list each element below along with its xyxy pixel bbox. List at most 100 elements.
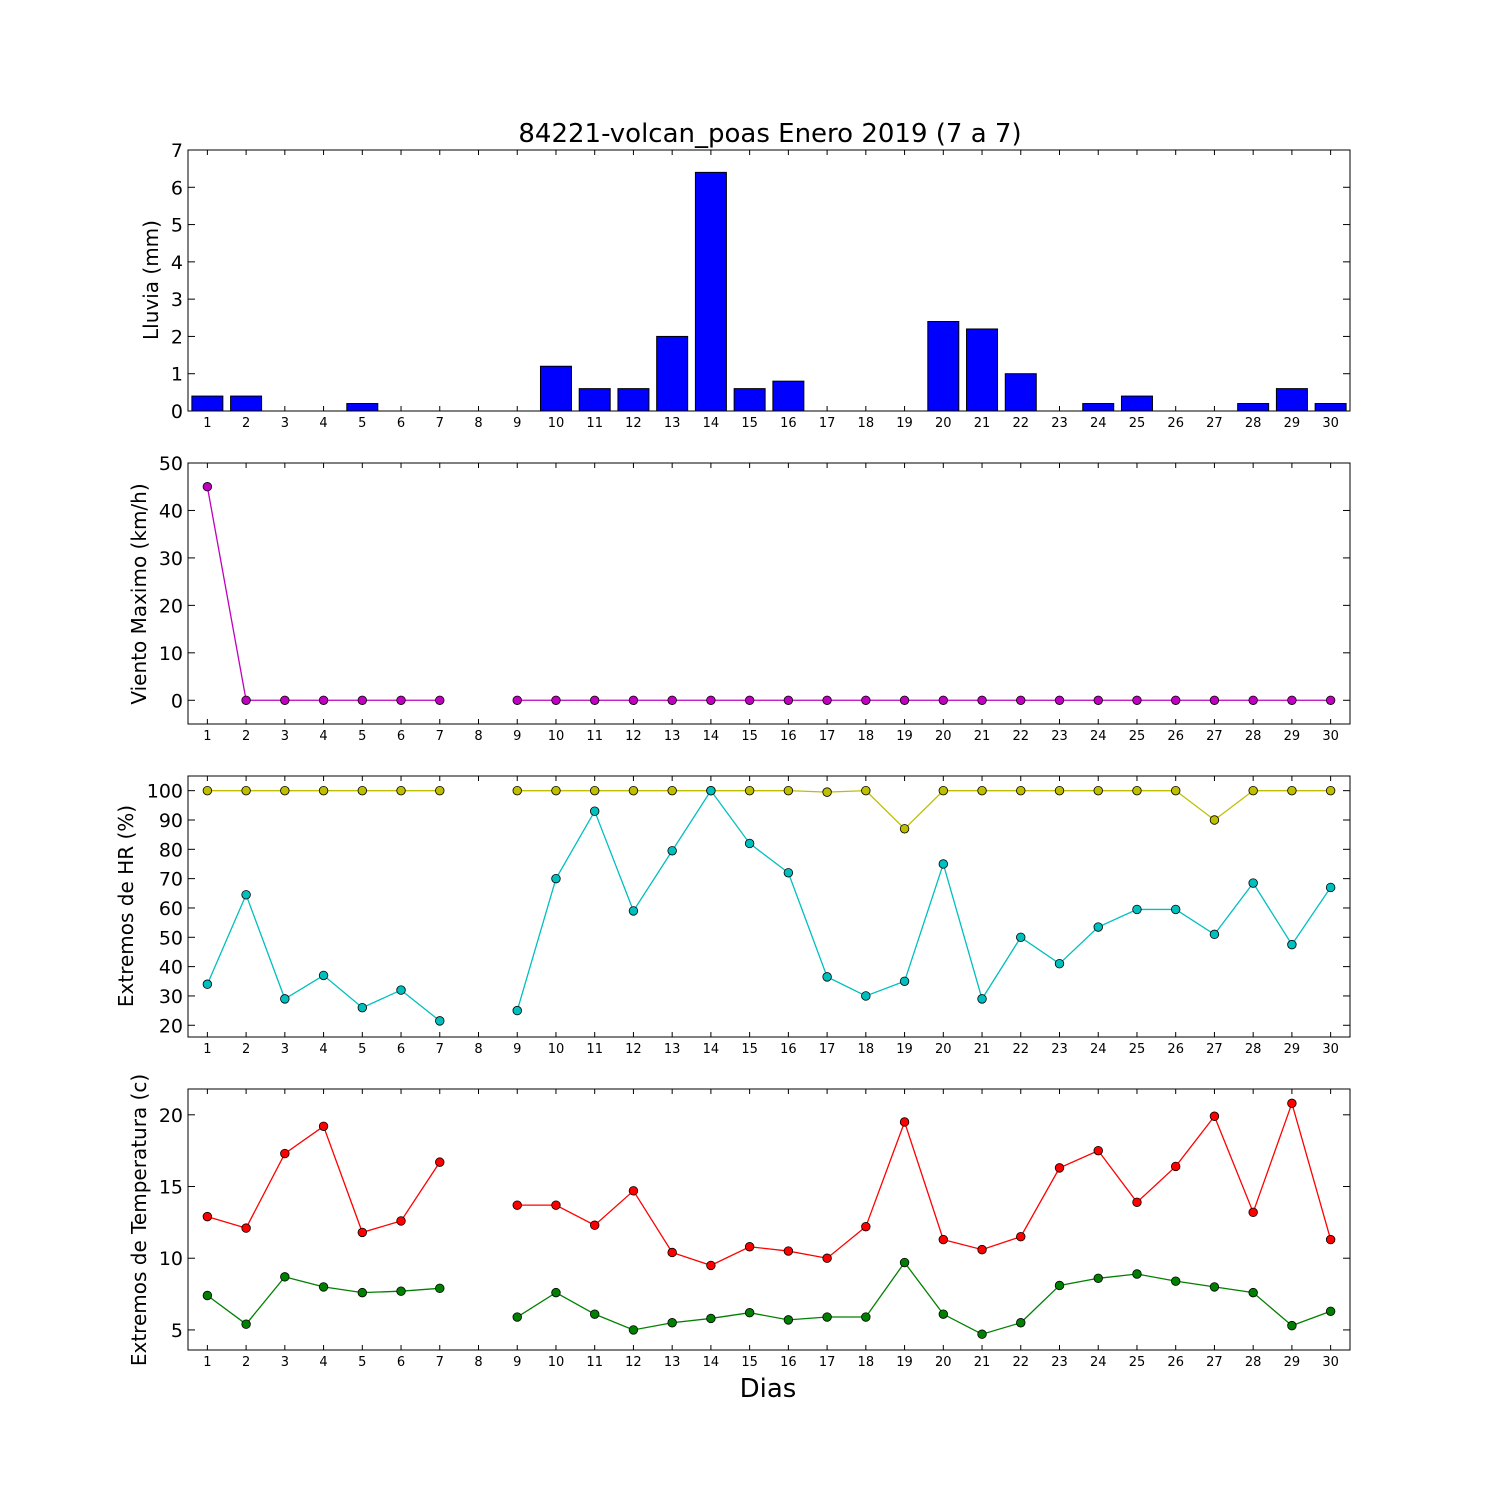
series-1-point-day-21 <box>977 695 987 705</box>
bar-day-20 <box>927 321 960 412</box>
x-tick-label: 13 <box>664 1355 681 1370</box>
x-tick-label: 22 <box>1012 729 1029 744</box>
series-1-point-day-12 <box>628 785 639 796</box>
y-tick-label: 10 <box>159 643 183 665</box>
x-tick-label: 30 <box>1322 729 1339 744</box>
series-2-point-day-22 <box>1016 932 1026 942</box>
series-1-point-day-28 <box>1248 785 1258 796</box>
series-1-point-day-11 <box>590 695 600 705</box>
series-1-point-day-17 <box>822 787 832 797</box>
series-1-point-day-26 <box>1170 785 1181 796</box>
y-tick-label: 5 <box>171 215 183 237</box>
series-1-point-day-9 <box>512 1200 522 1210</box>
y-tick-label: 20 <box>159 1105 183 1127</box>
series-1-point-day-29 <box>1287 695 1297 705</box>
series-1-point-day-27 <box>1209 815 1220 825</box>
x-tick-label: 3 <box>281 416 289 431</box>
series-1-point-day-2 <box>241 785 251 796</box>
x-tick-label: 7 <box>436 1355 444 1370</box>
x-tick-label: 5 <box>358 416 366 431</box>
x-tick-label: 18 <box>858 729 875 744</box>
bar-day-1 <box>191 395 224 412</box>
x-tick-label: 6 <box>397 1355 405 1370</box>
series-2-point-day-10 <box>551 1287 561 1298</box>
x-tick-label: 30 <box>1322 416 1339 431</box>
x-tick-label: 24 <box>1090 1355 1107 1370</box>
y-tick-label: 60 <box>159 898 183 920</box>
series-2-point-day-9 <box>512 1005 522 1016</box>
series-1-point-day-4 <box>318 1121 329 1131</box>
x-tick-label: 9 <box>513 729 521 744</box>
series-2-point-day-10 <box>551 873 561 884</box>
x-tick-label: 6 <box>397 729 405 744</box>
series-1-point-day-19 <box>899 1117 910 1127</box>
x-tick-label: 27 <box>1206 1042 1223 1057</box>
series-2-point-day-12 <box>628 906 639 916</box>
bar-day-29 <box>1275 388 1308 412</box>
series-1-point-day-3 <box>280 1148 290 1159</box>
x-tick-label: 9 <box>513 416 521 431</box>
x-tick-label: 27 <box>1206 1355 1223 1370</box>
panels: 1 2 3 4 5 6 7 8 9 10 11 12 13 14 15 16 17 18 19 20 21 22 23 24 2… <box>114 140 1351 1370</box>
x-tick-label: 24 <box>1090 729 1107 744</box>
x-tick-label: 1 <box>203 729 211 744</box>
bar-day-12 <box>617 388 650 412</box>
series-1-point-day-26 <box>1170 695 1181 705</box>
series-1-point-day-26 <box>1170 1161 1181 1172</box>
bar-day-25 <box>1120 395 1153 412</box>
y-axis-label: Lluvia (mm) <box>139 220 163 340</box>
series-1-point-day-20 <box>938 785 949 796</box>
series-1-point-day-7 <box>435 695 445 705</box>
series-1-line <box>517 1101 1332 1267</box>
series-2-point-day-1 <box>202 979 213 989</box>
x-tick-label: 20 <box>935 1355 952 1370</box>
x-tick-label: 8 <box>474 729 482 744</box>
series-1-point-day-15 <box>744 1242 755 1252</box>
series-1-point-day-10 <box>551 1200 561 1210</box>
y-axis-label: Viento Maximo (km/h) <box>127 483 151 704</box>
x-tick-label: 21 <box>974 1355 991 1370</box>
series-1-point-day-24 <box>1093 785 1103 796</box>
series-1-point-day-13 <box>667 1247 677 1258</box>
x-tick-label: 10 <box>548 1355 565 1370</box>
x-tick-label: 18 <box>858 1042 875 1057</box>
y-tick-label: 4 <box>171 252 183 274</box>
series-1-point-day-24 <box>1093 695 1103 705</box>
x-tick-label: 4 <box>319 729 327 744</box>
series-2-point-day-11 <box>590 1309 600 1319</box>
series-1-point-day-1 <box>202 785 213 796</box>
series-1-point-day-25 <box>1132 1197 1142 1207</box>
bar-day-11 <box>578 388 611 412</box>
x-tick-label: 25 <box>1129 416 1146 431</box>
x-tick-label: 24 <box>1090 416 1107 431</box>
series-2-point-day-6 <box>396 985 406 995</box>
x-tick-label: 21 <box>974 416 991 431</box>
y-tick-label: 20 <box>159 1015 183 1037</box>
series-1-point-day-29 <box>1287 1098 1297 1109</box>
x-tick-label: 26 <box>1167 1042 1184 1057</box>
series-2-point-day-16 <box>783 868 794 878</box>
series-2-point-day-17 <box>822 972 832 982</box>
series-1-point-day-17 <box>822 1253 832 1263</box>
x-tick-label: 2 <box>242 416 250 431</box>
x-tick-label: 27 <box>1206 416 1223 431</box>
series-1-point-day-16 <box>783 695 794 705</box>
x-tick-label: 7 <box>436 416 444 431</box>
series-1-point-day-2 <box>241 1223 251 1233</box>
y-tick-label: 80 <box>159 839 183 861</box>
series-2-point-day-20 <box>938 1309 949 1319</box>
series-2-point-day-2 <box>241 1319 251 1329</box>
series-1-point-day-5 <box>357 1227 368 1238</box>
x-tick-label: 9 <box>513 1042 521 1057</box>
series-1-point-day-3 <box>280 695 290 705</box>
x-tick-label: 26 <box>1167 1355 1184 1370</box>
series-1-point-day-1 <box>202 482 213 492</box>
x-tick-label: 11 <box>586 1042 603 1057</box>
series-2-point-day-28 <box>1248 878 1258 888</box>
series-1-point-day-12 <box>628 695 639 705</box>
y-tick-label: 50 <box>159 453 183 475</box>
series-2-point-day-26 <box>1170 1276 1181 1286</box>
y-tick-label: 40 <box>159 957 183 979</box>
x-tick-label: 27 <box>1206 729 1223 744</box>
series-2-point-day-20 <box>938 859 949 869</box>
